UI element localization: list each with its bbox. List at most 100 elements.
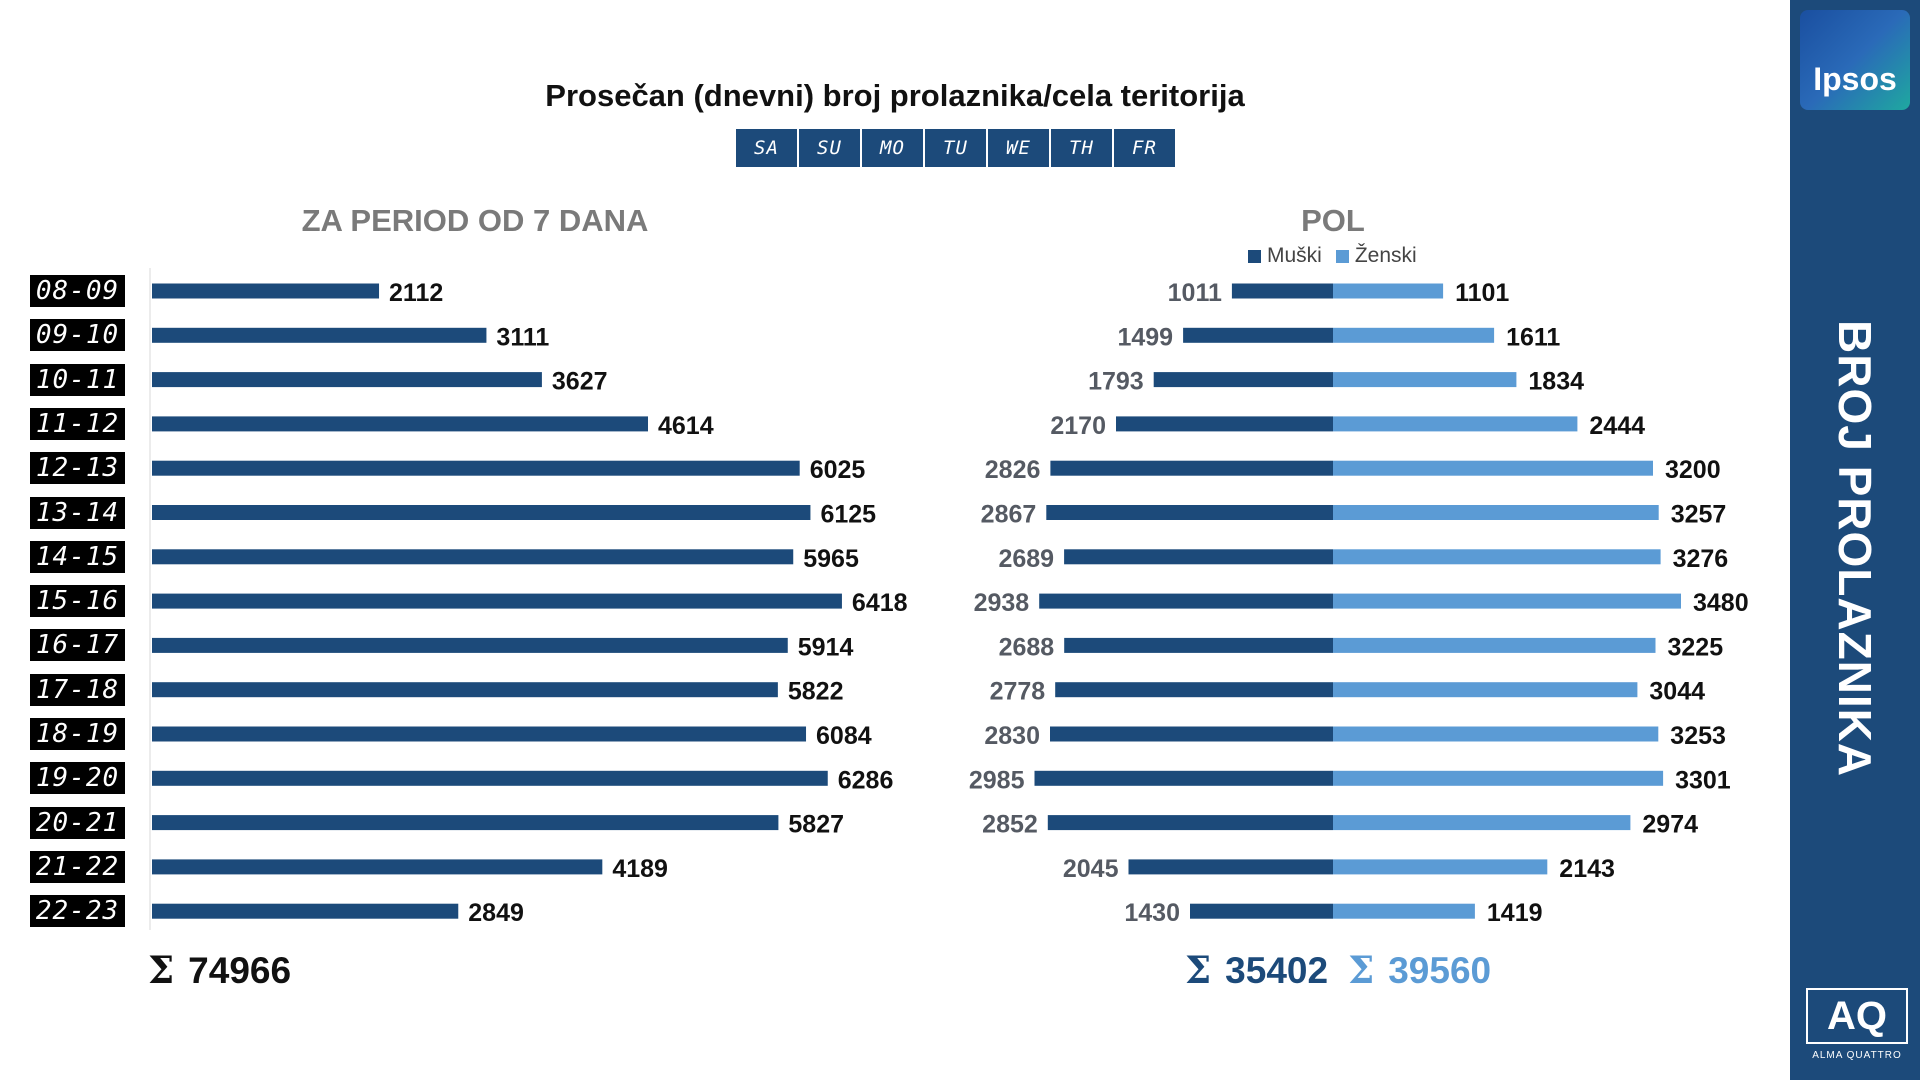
data-label-male: 2867 — [981, 501, 1037, 529]
bar-female — [1333, 283, 1444, 299]
hour-label: 18-19 — [30, 718, 125, 750]
day-label: SA — [736, 129, 797, 167]
data-label-female: 3200 — [1665, 456, 1721, 484]
bar — [152, 903, 459, 919]
ipsos-logo-text: Ipsos — [1813, 61, 1897, 97]
bar-male — [1116, 416, 1333, 432]
day-strip: SA SU MO TU WE TH FR — [736, 129, 1175, 167]
data-label-male: 1430 — [1124, 899, 1180, 927]
data-label-male: 2830 — [984, 722, 1040, 750]
bar-male — [1050, 726, 1333, 742]
hour-label: 15-16 — [30, 585, 125, 618]
bar — [152, 549, 794, 565]
bar-male — [1064, 549, 1333, 565]
bar-male — [1183, 327, 1333, 343]
data-label: 4189 — [612, 855, 668, 883]
data-label-male: 2045 — [1063, 855, 1119, 883]
data-label-female: 1611 — [1506, 323, 1560, 351]
data-label-female: 1101 — [1455, 279, 1509, 307]
bar — [152, 416, 649, 432]
bar — [152, 726, 807, 742]
female-total-value: 39560 — [1388, 950, 1492, 991]
data-label: 6084 — [816, 722, 872, 750]
data-label: 6286 — [838, 766, 894, 794]
data-label: 5965 — [803, 545, 859, 573]
bar — [152, 593, 842, 609]
bar-female — [1333, 372, 1517, 388]
data-label-female: 3044 — [1649, 678, 1705, 706]
data-label-female: 2974 — [1642, 811, 1698, 839]
bar-female — [1333, 859, 1548, 875]
day-label: WE — [988, 129, 1049, 167]
hour-label: 17-18 — [30, 673, 125, 706]
data-label-male: 2985 — [969, 766, 1025, 794]
data-label-female: 2444 — [1589, 412, 1645, 440]
bar-female — [1333, 549, 1661, 565]
bar-male — [1039, 593, 1333, 609]
hour-label: 14-15 — [30, 540, 125, 573]
sigma-symbol: Σ — [1185, 948, 1212, 992]
bar-male — [1047, 815, 1333, 831]
data-label: 2112 — [389, 279, 443, 307]
bar — [152, 372, 542, 388]
data-label-male: 1499 — [1117, 323, 1173, 351]
data-label-male: 2689 — [998, 545, 1054, 573]
hour-label: 19-20 — [30, 762, 125, 795]
ipsos-logo: Ipsos — [1800, 10, 1910, 110]
alma-quattro-logo: AQ — [1806, 988, 1908, 1044]
day-label: SU — [799, 129, 860, 167]
data-label: 3627 — [552, 368, 608, 396]
hour-label: 22-23 — [30, 895, 125, 928]
hour-label: 21-22 — [30, 850, 125, 883]
legend-label-male: Muški — [1267, 244, 1322, 267]
bar-male — [1190, 903, 1333, 919]
bar — [152, 770, 828, 786]
bar — [152, 283, 380, 299]
bar-male — [1034, 770, 1333, 786]
hour-label: 16-17 — [30, 629, 125, 662]
bar-female — [1333, 416, 1578, 432]
data-label: 6418 — [852, 589, 908, 617]
hour-label: 10-11 — [30, 363, 125, 396]
data-label: 5822 — [788, 678, 844, 706]
bar — [152, 460, 800, 476]
data-label-female: 3225 — [1668, 633, 1724, 661]
data-label-male: 2688 — [999, 633, 1055, 661]
total-chart-title: ZA PERIOD OD 7 DANA — [301, 203, 649, 238]
hour-label: 13-14 — [30, 496, 125, 529]
day-label: TU — [925, 129, 986, 167]
bar-female — [1333, 770, 1664, 786]
bar-male — [1064, 637, 1333, 653]
bar-male — [1128, 859, 1333, 875]
sigma-symbol: Σ — [1348, 948, 1375, 992]
bar — [152, 859, 603, 875]
gender-legend: Muški Ženski — [1248, 244, 1417, 268]
data-label: 6025 — [810, 456, 866, 484]
bar — [152, 815, 779, 831]
day-label: MO — [862, 129, 923, 167]
hour-label: 11-12 — [30, 407, 125, 440]
bar-female — [1333, 327, 1495, 343]
gender-totals: Σ 35402 Σ 39560 — [1185, 948, 1491, 992]
data-label-female: 3301 — [1675, 766, 1731, 794]
data-label-male: 2826 — [985, 456, 1041, 484]
gender-chart-title: POL — [1301, 203, 1365, 238]
data-label: 5827 — [788, 811, 844, 839]
data-label-female: 3480 — [1693, 589, 1749, 617]
side-panel — [1790, 0, 1920, 1080]
bar — [152, 637, 788, 653]
gender-bar-chart: 1011 1101 1499 1611 1793 1834 2170 2444 2826 3200… — [969, 279, 1749, 927]
male-total-value: 35402 — [1225, 950, 1329, 991]
hour-label: 20-21 — [30, 806, 125, 839]
bar-female — [1333, 815, 1631, 831]
day-label: TH — [1051, 129, 1112, 167]
hour-label: 08-09 — [30, 275, 125, 307]
data-label-male: 2852 — [982, 811, 1038, 839]
bar — [152, 505, 811, 520]
bar-female — [1333, 460, 1653, 476]
legend-swatch-male — [1248, 249, 1261, 263]
bar-male — [1231, 283, 1333, 299]
bar-female — [1333, 903, 1475, 919]
bar-male — [1050, 460, 1333, 476]
data-label-male: 1793 — [1088, 368, 1144, 396]
